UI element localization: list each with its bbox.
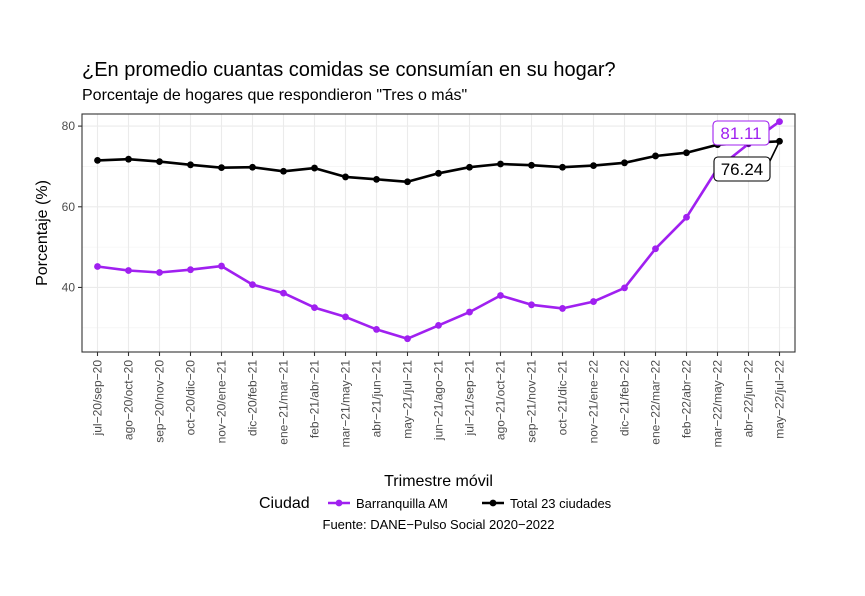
data-point — [311, 164, 318, 172]
data-point — [621, 284, 628, 292]
data-point — [373, 175, 380, 183]
data-point — [435, 321, 442, 329]
data-point — [621, 159, 628, 167]
x-tick-label: ago−21/oct−21 — [494, 360, 508, 440]
data-point — [187, 161, 194, 169]
data-point — [94, 156, 101, 164]
data-point — [94, 263, 101, 270]
legend-label: Total 23 ciudades — [510, 496, 612, 511]
chart-subtitle: Porcentaje de hogares que respondieron "… — [82, 87, 467, 104]
x-tick-label: may−21/jul−21 — [401, 360, 415, 439]
x-tick-label: abr−21/jun−21 — [370, 360, 384, 438]
data-label: 81.11 — [720, 124, 761, 143]
y-tick-label: 40 — [62, 280, 76, 294]
data-point — [590, 298, 597, 305]
data-point — [156, 269, 163, 276]
y-axis-title: Porcentaje (%) — [34, 180, 51, 286]
x-tick-label: jun−21/ago−21 — [432, 360, 446, 441]
data-point — [652, 152, 659, 160]
x-tick-label: dic−20/feb−21 — [246, 360, 260, 436]
x-tick-label: ago−20/oct−20 — [122, 360, 136, 440]
label-box — [713, 156, 771, 182]
x-tick-label: ene−22/mar−22 — [649, 360, 663, 445]
x-tick-label: feb−22/abr−22 — [680, 360, 694, 438]
x-tick-label: jul−21/sep−21 — [463, 360, 477, 437]
label-box — [712, 120, 770, 146]
data-point — [683, 149, 690, 157]
y-tick-label: 60 — [62, 200, 76, 214]
data-labels: 81.11 76.24 — [712, 120, 781, 182]
data-point — [683, 213, 690, 221]
x-tick-label: dic−21/feb−22 — [618, 360, 632, 436]
x-tick-label: oct−20/dic−20 — [184, 360, 198, 436]
data-point — [249, 163, 256, 171]
x-tick-label: nov−20/ene−21 — [215, 360, 229, 444]
x-tick-label: nov−21/ene−22 — [587, 360, 601, 444]
series-layer — [94, 118, 783, 343]
data-point — [497, 160, 504, 168]
legend-label: Barranquilla AM — [356, 496, 448, 511]
data-point — [218, 262, 225, 270]
data-point — [218, 164, 225, 172]
x-tick-label: ene−21/mar−21 — [277, 360, 291, 445]
data-point — [497, 292, 504, 299]
data-point — [528, 301, 535, 309]
data-point — [435, 169, 442, 177]
x-axis-title: Trimestre móvil — [384, 473, 493, 490]
legend-key-point — [489, 499, 497, 507]
x-tick-label: feb−21/abr−21 — [308, 360, 322, 438]
data-point — [528, 161, 535, 169]
data-point — [590, 162, 597, 170]
data-point — [559, 163, 566, 171]
data-point — [342, 313, 349, 321]
data-point — [652, 245, 659, 253]
legend-title: Ciudad — [259, 495, 310, 512]
data-point — [311, 304, 318, 312]
data-label: 76.24 — [721, 160, 764, 179]
data-point — [125, 267, 132, 274]
data-point — [466, 308, 473, 316]
data-point — [466, 163, 473, 171]
data-point — [125, 155, 132, 163]
chart-title: ¿En promedio cuantas comidas se consumía… — [82, 59, 616, 81]
data-point — [342, 173, 349, 181]
y-axis: 40 60 80 — [62, 119, 82, 294]
x-tick-label: oct−21/dic−21 — [556, 360, 570, 436]
data-point — [559, 305, 566, 312]
y-tick-label: 80 — [62, 119, 76, 133]
legend: Ciudad Barranquilla AM Total 23 ciudades — [259, 495, 612, 512]
data-point — [404, 178, 411, 186]
data-point — [280, 167, 287, 175]
x-axis: jul−20/sep−20 ago−20/oct−20 sep−20/nov−20 o… — [91, 352, 787, 447]
data-point — [249, 281, 256, 289]
data-point — [280, 289, 287, 297]
data-point — [373, 326, 380, 333]
x-tick-label: jul−20/sep−20 — [91, 360, 105, 437]
x-tick-label: sep−21/nov−21 — [525, 360, 539, 443]
data-point — [187, 266, 194, 274]
x-tick-label: sep−20/nov−20 — [153, 360, 167, 443]
x-tick-label: mar−21/may−21 — [339, 360, 353, 448]
legend-key-point — [335, 499, 343, 507]
x-tick-label: abr−22/jun−22 — [742, 360, 756, 438]
x-tick-label: may−22/jul−22 — [773, 360, 787, 439]
caption: Fuente: DANE−Pulso Social 2020−2022 — [323, 517, 555, 532]
data-point — [156, 158, 163, 166]
data-point — [404, 335, 411, 343]
x-tick-label: mar−22/may−22 — [711, 360, 725, 448]
